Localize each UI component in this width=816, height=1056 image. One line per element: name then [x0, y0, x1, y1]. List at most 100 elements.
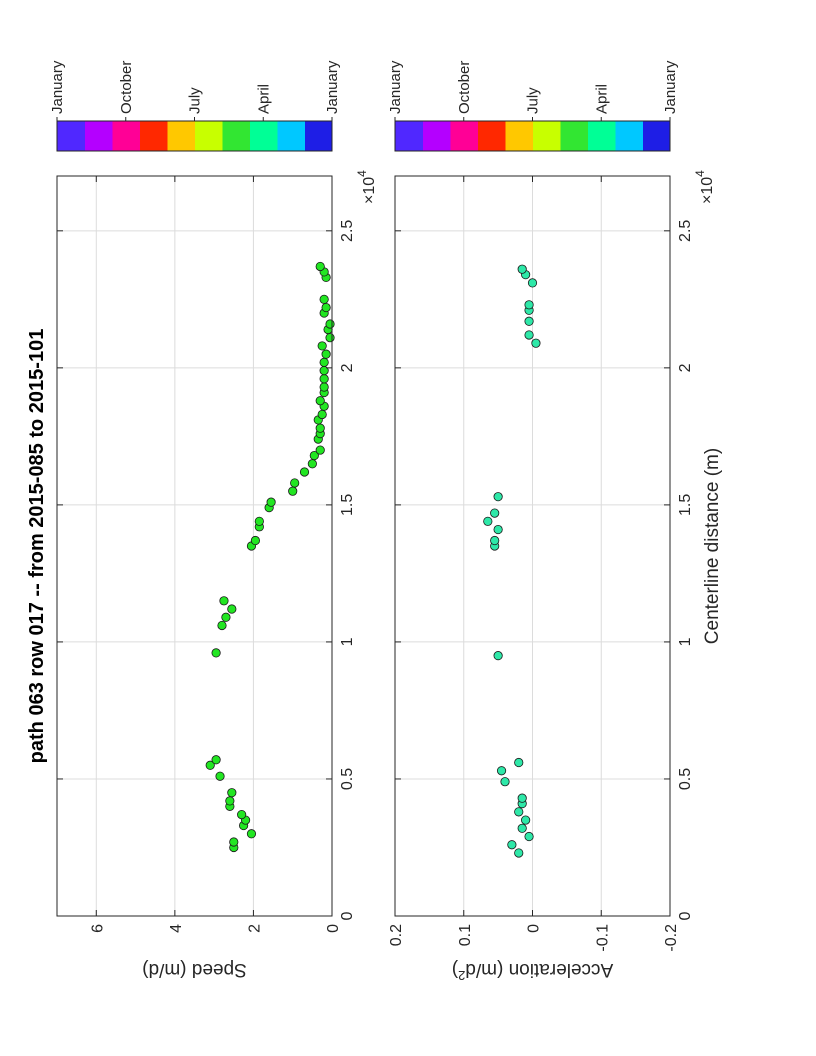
data-point	[215, 771, 225, 781]
speed-colorbar: January April July October January	[49, 60, 341, 152]
colorbar-segment	[84, 121, 113, 151]
data-point	[521, 815, 531, 825]
y-tick-label: 4	[168, 924, 185, 933]
x-tick-label: 0.5	[339, 768, 356, 790]
data-point	[514, 848, 524, 858]
colorbar-segment	[167, 121, 195, 151]
data-point	[496, 766, 507, 776]
data-point	[307, 459, 317, 469]
colorbar-segment	[587, 121, 616, 151]
colorbar-segment	[642, 121, 671, 151]
data-point	[493, 492, 503, 502]
data-point	[524, 831, 534, 842]
colorbar-segment	[505, 121, 533, 151]
acceleration-y-ticks: -0.2 -0.1 0 0.1 0.2	[388, 176, 680, 952]
colorbar-label: January	[324, 60, 341, 114]
data-point	[517, 823, 527, 833]
colorbar-segment	[395, 121, 423, 151]
data-point	[227, 788, 237, 798]
x-tick-label: 2.5	[677, 220, 694, 242]
data-point	[237, 809, 247, 820]
speed-axes-box	[56, 175, 333, 917]
data-point	[514, 757, 524, 768]
data-point	[517, 264, 527, 274]
data-point	[309, 450, 319, 461]
x-tick-label: 1.5	[677, 494, 694, 516]
data-point	[325, 319, 335, 329]
data-point	[229, 837, 239, 847]
colorbar-segment	[57, 121, 85, 151]
data-point	[299, 467, 310, 477]
y-tick-label: 6	[89, 924, 106, 933]
colorbar-label: January	[387, 60, 404, 114]
data-point	[319, 294, 329, 304]
data-point	[225, 796, 235, 806]
y-tick-label: -0.1	[594, 924, 611, 952]
data-point	[315, 396, 325, 406]
colorbar-segment	[560, 121, 588, 151]
data-point	[290, 478, 300, 488]
colorbar-label: October	[118, 61, 135, 114]
colorbar-segment	[194, 121, 223, 151]
speed-y-ticks: 0 2 4 6	[89, 176, 342, 933]
data-point	[254, 516, 264, 526]
colorbar-segment	[112, 121, 140, 151]
acceleration-y-axis-label: Acceleration (m/d2)	[452, 959, 613, 983]
colorbar-segment	[277, 121, 305, 151]
colorbar-label: April	[255, 84, 272, 114]
data-point	[514, 807, 524, 817]
x-tick-label: 0.5	[677, 768, 694, 790]
speed-panel: 0 0.5 1 1.5 2 2.5 0 2 4 6 path 063 row 017 -- fr…	[26, 170, 378, 980]
speed-points	[205, 261, 335, 853]
data-point	[524, 330, 534, 340]
data-point	[319, 382, 329, 392]
data-point	[205, 760, 215, 770]
acceleration-x-axis-label: Centerline distance (m)	[702, 448, 723, 644]
colorbar-label: April	[593, 84, 610, 114]
y-tick-label: 2	[246, 924, 263, 933]
data-point	[524, 316, 534, 326]
data-point	[288, 486, 298, 496]
speed-y-axis-label: Speed (m/d)	[142, 959, 247, 980]
colorbar-segment	[422, 121, 451, 151]
data-point	[317, 409, 327, 420]
data-point	[315, 261, 325, 272]
x-tick-label: 2.5	[339, 220, 356, 242]
acceleration-x-ticks: 0 0.5 1 1.5 2 2.5	[395, 220, 694, 920]
colorbar-label: July	[187, 87, 204, 114]
acceleration-points	[483, 264, 541, 858]
y-tick-label: 0.2	[388, 924, 405, 946]
speed-x-exponent: ×104	[355, 170, 378, 204]
data-point	[507, 840, 517, 850]
data-point	[524, 300, 534, 310]
data-point	[221, 612, 231, 622]
data-point	[246, 829, 257, 839]
y-tick-label: 0	[325, 924, 342, 933]
data-point	[321, 302, 331, 313]
speed-grid	[57, 176, 333, 917]
colorbar-label: January	[662, 60, 679, 114]
data-point	[517, 793, 527, 803]
data-point	[500, 777, 510, 787]
data-point	[211, 648, 221, 658]
data-point	[319, 374, 329, 384]
data-point	[317, 341, 327, 351]
data-point	[527, 278, 538, 288]
x-tick-label: 2	[339, 363, 356, 372]
y-tick-label: -0.2	[663, 924, 680, 952]
data-point	[325, 333, 335, 343]
data-point	[219, 596, 229, 606]
data-point	[531, 338, 541, 348]
data-point	[493, 651, 503, 661]
data-point	[315, 445, 325, 455]
data-point	[266, 497, 276, 507]
data-point	[315, 423, 325, 433]
colorbar-segment	[532, 121, 561, 151]
data-point	[217, 620, 227, 631]
data-point	[319, 357, 329, 367]
colorbar-label: January	[49, 60, 66, 114]
acceleration-panel: 0 0.5 1 1.5 2 2.5 -0.2 -0.1 0 0.1 0.2 Centerline …	[388, 170, 723, 983]
colorbar-segment	[477, 121, 506, 151]
x-tick-label: 1	[339, 637, 356, 646]
